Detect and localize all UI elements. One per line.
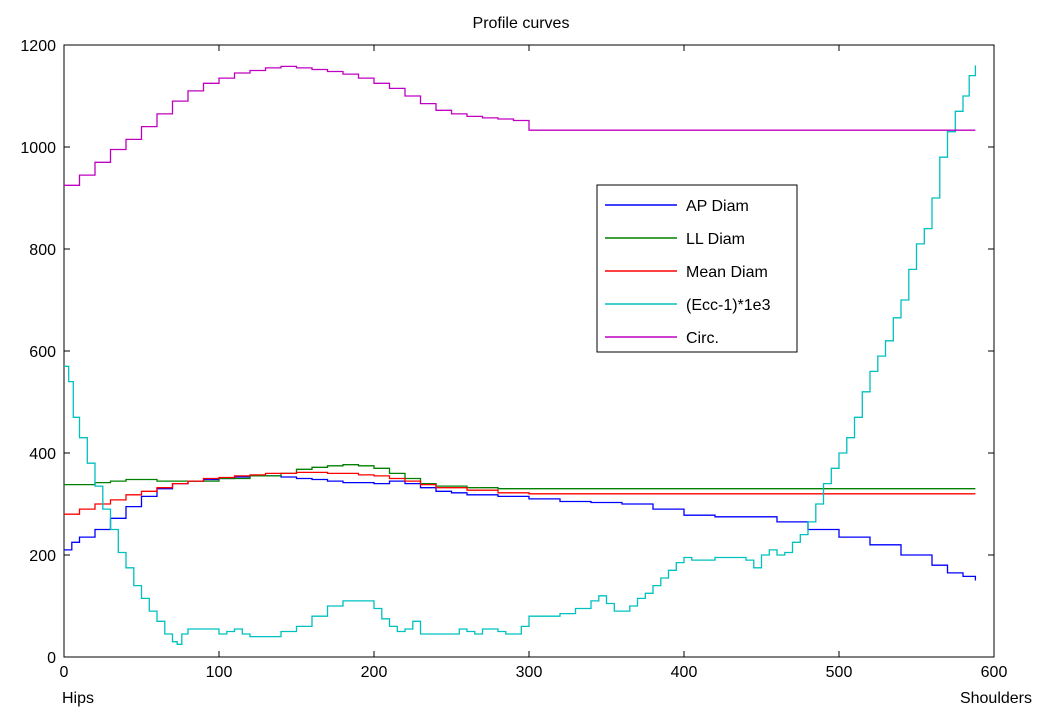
legend: AP Diam LL Diam Mean Diam (Ecc-1)*1e3 Circ. <box>596 184 798 353</box>
axis-layer <box>63 44 995 658</box>
y-tick-label: 800 <box>29 242 56 259</box>
y-tick-label: 1000 <box>20 140 56 157</box>
plot-area <box>63 44 995 658</box>
x-tick-label: 600 <box>981 664 1008 681</box>
legend-label: AP Diam <box>686 198 749 215</box>
x-tick-label: 300 <box>516 664 543 681</box>
x-tick-label: 400 <box>671 664 698 681</box>
x-tick-label: 0 <box>60 664 69 681</box>
y-tick-label: 1200 <box>20 38 56 55</box>
x-tick-label: 200 <box>361 664 388 681</box>
legend-label: Circ. <box>686 330 719 347</box>
x-label-right: Shoulders <box>960 690 1032 707</box>
legend-label: LL Diam <box>686 231 745 248</box>
y-tick-label: 200 <box>29 548 56 565</box>
y-tick-label: 400 <box>29 446 56 463</box>
chart-title: Profile curves <box>473 15 570 32</box>
plot-frame <box>63 44 995 658</box>
series-line-3 <box>64 65 977 645</box>
legend-label: (Ecc-1)*1e3 <box>686 297 771 314</box>
x-tick-label: 500 <box>826 664 853 681</box>
legend-box <box>596 184 798 353</box>
x-tick-label: 100 <box>206 664 233 681</box>
x-label-left: Hips <box>62 690 94 707</box>
y-tick-label: 0 <box>47 650 56 667</box>
series-line-4 <box>64 65 976 186</box>
series-line-2 <box>64 471 976 515</box>
series-layer <box>64 65 977 645</box>
series-line-1 <box>64 464 976 490</box>
y-tick-label: 600 <box>29 344 56 361</box>
legend-label: Mean Diam <box>686 264 768 281</box>
